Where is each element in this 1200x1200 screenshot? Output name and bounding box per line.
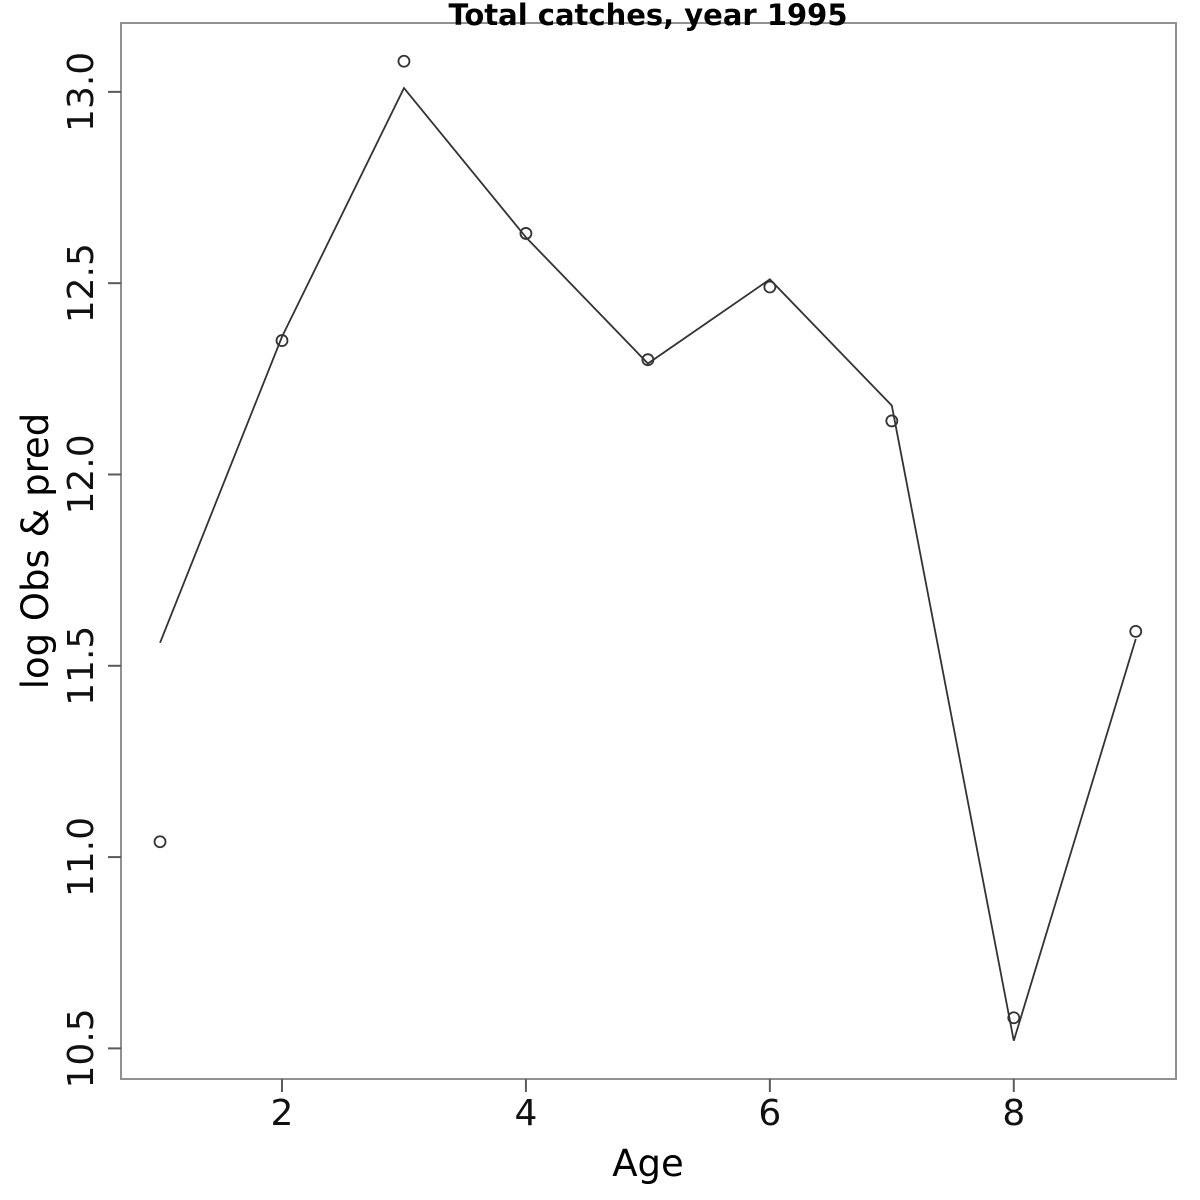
y-tick-label: 12.5 [61,243,102,323]
x-tick-label: 2 [271,1093,294,1134]
y-tick-label: 10.5 [61,1008,102,1088]
observed-point [153,835,167,849]
plot-box [120,22,1177,1080]
y-axis-title: log Obs & pred [14,413,57,690]
observed-point [1129,624,1143,638]
observed-point [397,54,411,68]
observed-point [1007,1011,1021,1025]
chart-title: Total catches, year 1995 [448,0,847,32]
y-tick-label: 13.0 [61,52,102,132]
x-axis-title: Age [612,1142,684,1185]
x-tick-label: 6 [758,1093,781,1134]
observed-point [763,280,777,294]
plot-area: 2 4 6 8 10.5 11.0 11.5 12.0 12.5 13.0 [61,22,1177,1134]
observed-point [885,414,899,428]
x-tick-label: 8 [1002,1093,1025,1134]
y-tick-label: 11.5 [61,626,102,706]
y-tick-label: 12.0 [61,434,102,514]
observed-point [519,227,533,240]
predicted-line [159,86,1137,1042]
y-tick-label: 11.0 [61,817,102,897]
x-tick-label: 4 [514,1093,537,1134]
